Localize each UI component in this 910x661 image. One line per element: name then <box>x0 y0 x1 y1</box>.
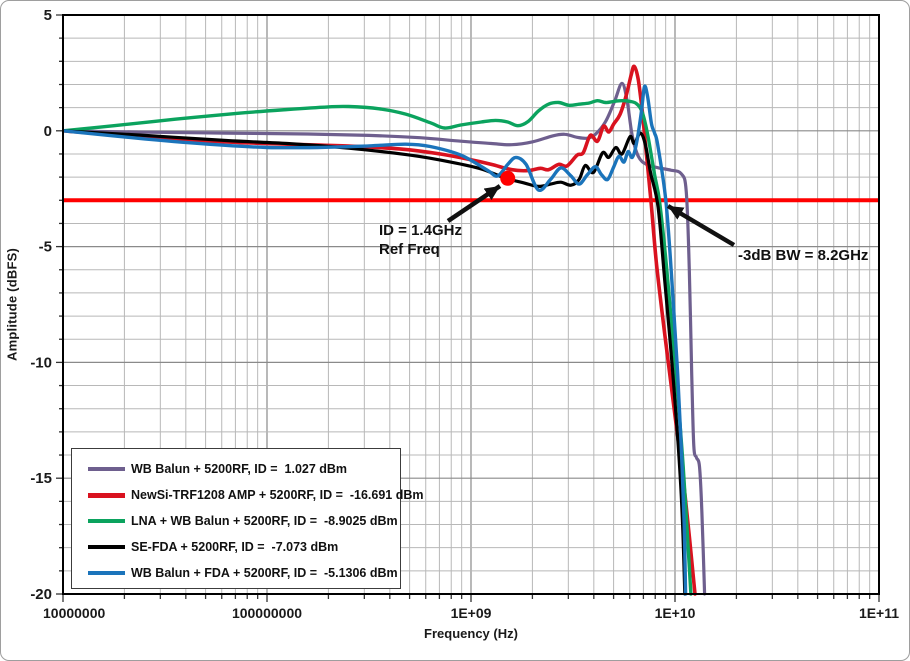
y-tick-label: -15 <box>30 470 52 487</box>
y-tick-label: -10 <box>30 354 52 371</box>
series-line-4 <box>63 84 688 596</box>
x-tick-label: 100000000 <box>232 605 302 621</box>
ref-freq-marker-dot <box>500 170 516 186</box>
legend-line-swatch <box>88 519 125 523</box>
series-line-2 <box>63 99 693 596</box>
x-tick-label: 10000000 <box>43 605 106 621</box>
annotation-arrow-bw <box>666 204 736 247</box>
series-curves <box>63 64 707 596</box>
legend-line-swatch <box>88 545 125 549</box>
legend-item: WB Balun + FDA + 5200RF, ID = -5.1306 dB… <box>72 560 400 586</box>
legend-item: WB Balun + 5200RF, ID = 1.027 dBm <box>72 456 400 482</box>
annotation-ref-freq: ID = 1.4GHz Ref Freq <box>379 222 462 258</box>
annotation-bw: -3dB BW = 8.2GHz <box>738 247 869 264</box>
legend-item-label: WB Balun + 5200RF, ID = 1.027 dBm <box>131 462 348 476</box>
legend-item-label: LNA + WB Balun + 5200RF, ID = -8.9025 dB… <box>131 514 398 528</box>
x-tick-label: 1E+09 <box>451 605 492 621</box>
legend-line-swatch <box>88 467 125 471</box>
legend-item-label: NewSi-TRF1208 AMP + 5200RF, ID = -16.691… <box>131 488 424 502</box>
x-axis-title: Frequency (Hz) <box>424 626 518 641</box>
legend-item-label: WB Balun + FDA + 5200RF, ID = -5.1306 dB… <box>131 566 398 580</box>
chart-legend: WB Balun + 5200RF, ID = 1.027 dBm NewSi-T… <box>71 448 423 589</box>
tick-labels: 5 0 -5 -10 -15 -20 10000000 100000000 1E+09 1E+10… <box>30 7 899 621</box>
legend-item-label: SE-FDA + 5200RF, ID = -7.073 dBm <box>131 540 339 554</box>
legend-item: LNA + WB Balun + 5200RF, ID = -8.9025 dB… <box>72 508 400 534</box>
legend-item: SE-FDA + 5200RF, ID = -7.073 dBm <box>72 534 400 560</box>
legend-line-swatch <box>88 492 125 498</box>
legend-line-swatch <box>88 571 125 575</box>
y-axis-title: Amplitude (dBFS) <box>4 248 20 361</box>
legend-item: NewSi-TRF1208 AMP + 5200RF, ID = -16.691… <box>72 482 423 508</box>
y-tick-label: -5 <box>39 239 52 256</box>
y-tick-label: 0 <box>44 123 52 140</box>
x-tick-label: 1E+10 <box>655 605 696 621</box>
y-tick-label: 5 <box>44 7 52 24</box>
x-tick-label: 1E+11 <box>859 605 899 621</box>
plot-border <box>62 14 880 595</box>
axis-ticks <box>56 14 880 602</box>
series-line-1 <box>63 64 697 596</box>
y-tick-label: -20 <box>30 586 52 603</box>
annotation-arrow-ref-freq <box>446 184 502 223</box>
